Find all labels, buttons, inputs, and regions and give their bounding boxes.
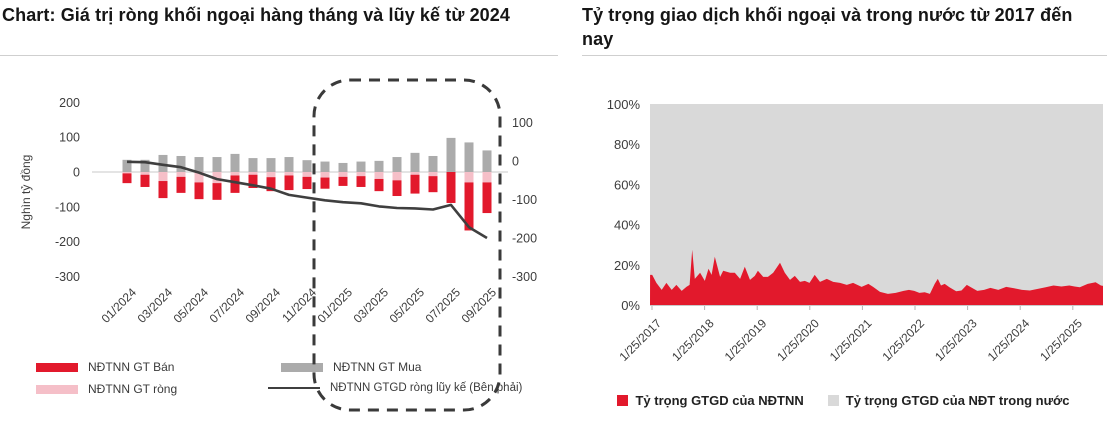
svg-text:1/25/2020: 1/25/2020 [774,316,822,364]
svg-text:-100: -100 [512,193,537,207]
svg-text:1/25/2023: 1/25/2023 [932,316,980,364]
net-swatch-icon [36,384,78,394]
right-chart-title: Tỷ trọng giao dịch khối ngoại và trong n… [582,5,1073,49]
legend-item-cumulative: NĐTNN GTGD ròng lũy kế (Bên phải) [268,382,522,394]
legend-label-domestic-share: Tỷ trọng GTGD của NĐT trong nước [845,393,1070,408]
svg-text:-200: -200 [512,232,537,246]
svg-text:03/2025: 03/2025 [351,285,392,326]
svg-text:1/25/2018: 1/25/2018 [669,316,717,364]
left-title-divider [0,55,558,56]
right-chart-legend: Tỷ trọng GTGD của NĐTNN Tỷ trọng GTGD củ… [582,393,1105,408]
svg-text:100: 100 [512,116,533,130]
svg-text:1/25/2022: 1/25/2022 [879,316,927,364]
svg-text:0: 0 [512,155,519,169]
svg-text:07/2024: 07/2024 [207,285,248,326]
cumulative-line-swatch-icon [268,387,320,389]
svg-text:01/2024: 01/2024 [99,285,140,326]
sell-swatch-icon [36,362,78,372]
legend-label-sell: NĐTNN GT Bán [88,360,175,374]
svg-text:-300: -300 [55,270,80,284]
svg-text:20%: 20% [614,258,640,273]
svg-text:80%: 80% [614,137,640,152]
svg-text:0: 0 [73,166,80,180]
svg-text:11/2024: 11/2024 [279,285,319,325]
svg-text:01/2025: 01/2025 [315,285,356,326]
svg-text:1/25/2021: 1/25/2021 [827,316,875,364]
svg-text:1/25/2024: 1/25/2024 [985,316,1033,364]
right-title-divider [582,55,1107,56]
svg-text:-200: -200 [55,235,80,249]
legend-item-net: NĐTNN GT ròng [36,382,177,396]
legend-item-sell: NĐTNN GT Bán [36,360,174,374]
svg-text:100: 100 [59,131,80,145]
svg-text:07/2025: 07/2025 [423,285,464,326]
svg-text:60%: 60% [614,177,640,192]
left-chart-title: Chart: Giá trị ròng khối ngoại hàng thán… [2,5,511,25]
svg-text:05/2025: 05/2025 [387,285,428,326]
svg-text:03/2024: 03/2024 [135,285,176,326]
svg-text:Nghìn tỷ đồng: Nghìn tỷ đồng [19,155,33,230]
svg-text:-300: -300 [512,270,537,284]
foreign-share-swatch-icon [617,395,629,406]
svg-text:05/2024: 05/2024 [171,285,212,326]
svg-text:200: 200 [59,96,80,110]
svg-text:1/25/2017: 1/25/2017 [616,316,664,364]
svg-text:09/2024: 09/2024 [243,285,284,326]
legend-item-buy: NĐTNN GT Mua [281,360,421,374]
legend-item-domestic-share: Tỷ trọng GTGD của NĐT trong nước [827,393,1070,408]
legend-item-foreign-share: Tỷ trọng GTGD của NĐTNN [617,393,804,408]
svg-text:-100: -100 [55,200,80,214]
svg-text:1/25/2019: 1/25/2019 [722,316,770,364]
legend-label-net: NĐTNN GT ròng [88,382,178,396]
svg-text:09/2025: 09/2025 [459,285,500,326]
legend-label-cumulative: NĐTNN GTGD ròng lũy kế (Bên phải) [330,382,523,394]
svg-text:0%: 0% [621,298,640,313]
svg-text:100%: 100% [607,97,641,112]
svg-text:40%: 40% [614,218,640,233]
legend-label-foreign-share: Tỷ trọng GTGD của NĐTNN [635,393,804,408]
buy-swatch-icon [281,362,323,372]
svg-text:1/25/2025: 1/25/2025 [1037,316,1085,364]
domestic-share-swatch-icon [827,395,839,406]
legend-label-buy: NĐTNN GT Mua [333,360,422,374]
